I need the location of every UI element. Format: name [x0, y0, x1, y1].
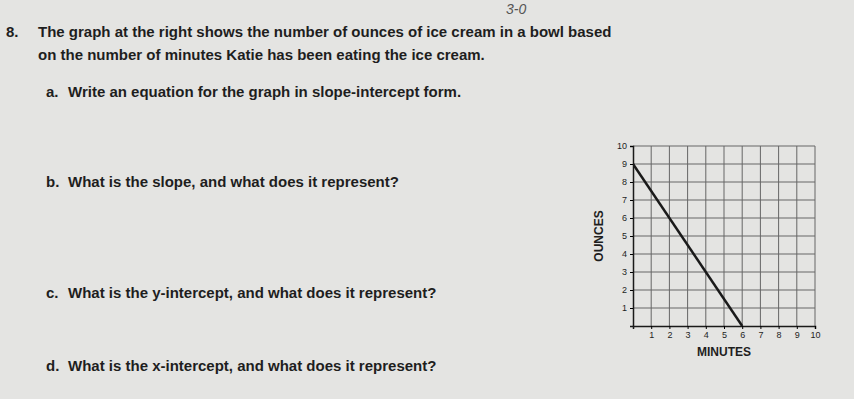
- tick: 3: [622, 267, 633, 277]
- x-axis-title: MINUTES: [697, 345, 751, 359]
- tick: 3: [686, 326, 691, 340]
- tick-mark: [688, 326, 689, 329]
- tick-label: 5: [622, 231, 627, 241]
- y-axis-title: OUNCES: [592, 210, 606, 261]
- tick-mark: [669, 326, 670, 329]
- x-axis: 1 2 3 4 5 6 7 8 9 10: [634, 326, 821, 340]
- grid: [633, 146, 815, 326]
- tick: 5: [622, 231, 633, 241]
- tick: 7: [758, 326, 763, 340]
- tick-mark: [630, 308, 633, 309]
- axis-line: [630, 147, 634, 327]
- question-label: c.: [46, 284, 59, 301]
- tick: 9: [622, 159, 633, 169]
- tick: 1: [649, 326, 654, 340]
- tick: 4: [622, 249, 633, 259]
- tick: 2: [622, 285, 633, 295]
- grid-line: [633, 182, 815, 183]
- handwritten-note: 3-0: [506, 1, 526, 17]
- tick-label: 10: [617, 141, 627, 151]
- tick: 10: [617, 141, 633, 151]
- tick-mark: [815, 326, 816, 329]
- tick-mark: [651, 326, 652, 329]
- question-text: What is the y-intercept, and what does i…: [68, 284, 436, 301]
- tick-label: 9: [622, 159, 627, 169]
- tick-mark: [724, 326, 725, 329]
- tick-mark: [706, 326, 707, 329]
- tick-mark: [779, 326, 780, 329]
- grid-line: [633, 254, 815, 255]
- tick-mark: [797, 326, 798, 329]
- tick: 4: [704, 326, 709, 340]
- question-text: What is the x-intercept, and what does i…: [68, 357, 436, 374]
- problem-text: The graph at the right shows the number …: [38, 23, 611, 40]
- tick-mark: [630, 164, 633, 165]
- grid-line: [633, 236, 815, 237]
- tick-mark: [630, 218, 633, 219]
- tick: 7: [622, 195, 633, 205]
- tick: 8: [622, 177, 633, 187]
- tick-label: 8: [622, 177, 627, 187]
- tick-label: 2: [622, 285, 627, 295]
- tick-label: 1: [622, 303, 627, 313]
- grid-line: [633, 200, 815, 201]
- tick: 2: [667, 326, 672, 340]
- tick-label: 2: [667, 330, 672, 340]
- tick: 1: [622, 303, 633, 313]
- question-text: Write an equation for the graph in slope…: [68, 83, 461, 100]
- tick-label: 3: [622, 267, 627, 277]
- tick-label: 6: [622, 213, 627, 223]
- grid-line: [633, 164, 815, 165]
- tick: 9: [795, 326, 800, 340]
- y-axis: 1 2 3 4 5 6 7 8 9 10: [617, 141, 634, 326]
- tick: 5: [722, 326, 727, 340]
- tick-label: 3: [686, 330, 691, 340]
- tick: 8: [777, 326, 782, 340]
- tick-mark: [630, 182, 633, 183]
- axis-line: [634, 327, 816, 330]
- grid-line: [633, 146, 815, 147]
- tick-mark: [630, 146, 633, 147]
- tick-mark: [630, 254, 633, 255]
- tick-mark: [630, 236, 633, 237]
- tick-mark: [760, 326, 761, 329]
- plot-area: [633, 164, 742, 326]
- tick-label: 4: [622, 249, 627, 259]
- grid-line: [633, 272, 815, 273]
- tick-mark: [742, 326, 743, 329]
- data-line: [633, 164, 742, 326]
- question-label: d.: [46, 357, 59, 374]
- tick-label: 8: [777, 330, 782, 340]
- tick-mark: [630, 200, 633, 201]
- question-label: a.: [46, 83, 59, 100]
- page: 3-0 8. The graph at the right shows the nu…: [0, 0, 854, 399]
- problem-text: on the number of minutes Katie has been …: [38, 46, 485, 63]
- tick-mark: [630, 290, 633, 291]
- question-label: b.: [46, 173, 59, 190]
- tick-label: 7: [758, 330, 763, 340]
- tick-mark: [630, 272, 633, 273]
- tick-label: 9: [795, 330, 800, 340]
- grid-line: [633, 218, 815, 219]
- tick: 10: [810, 326, 820, 340]
- tick-label: 7: [622, 195, 627, 205]
- tick: 6: [740, 326, 745, 340]
- grid-line: [633, 290, 815, 291]
- tick: 6: [622, 213, 633, 223]
- grid-line: [633, 308, 815, 309]
- tick-label: 10: [810, 330, 820, 340]
- tick-label: 1: [649, 330, 654, 340]
- tick-label: 4: [704, 330, 709, 340]
- problem-number: 8.: [6, 23, 19, 40]
- question-text: What is the slope, and what does it repr…: [68, 173, 399, 190]
- tick-label: 6: [740, 330, 745, 340]
- tick-label: 5: [722, 330, 727, 340]
